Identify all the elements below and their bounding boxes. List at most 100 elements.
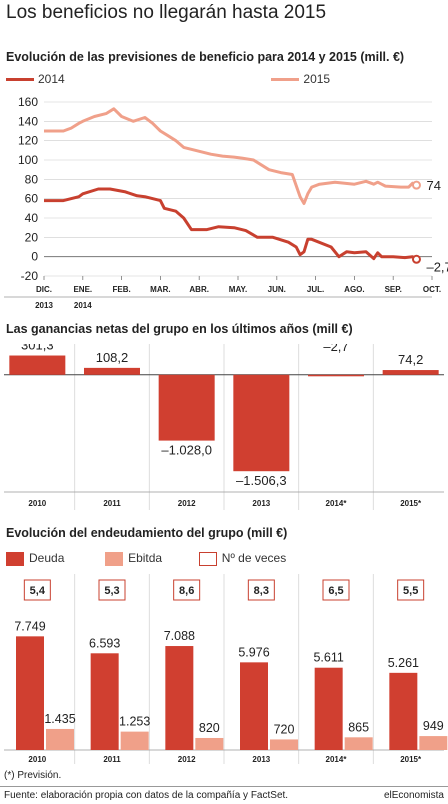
- series-end-label: 74: [426, 178, 440, 193]
- x-tick-label: DIC.: [36, 285, 52, 294]
- ratio-label: 5,3: [104, 585, 119, 597]
- ebitda-bar: [46, 728, 74, 750]
- ratio-label: 8,3: [254, 585, 269, 597]
- x-year-label: 2013: [35, 301, 53, 310]
- net-income-value-label: 301,3: [21, 344, 54, 353]
- deuda-value-label: 5.976: [238, 645, 269, 659]
- ebitda-value-label: 865: [348, 720, 369, 734]
- legend-2014-label: 2014: [38, 72, 65, 86]
- net-income-bar: [84, 367, 140, 375]
- ratio-label: 5,4: [30, 585, 46, 597]
- x-tick-label: SEP.: [385, 285, 402, 294]
- x-tick-label: 2012: [178, 499, 196, 508]
- x-tick-label: AGO.: [344, 285, 364, 294]
- series-end-marker: [411, 254, 421, 264]
- net-income-value-label: –2,7: [323, 344, 348, 354]
- ratio-label: 8,6: [179, 585, 194, 597]
- x-tick-label: FEB.: [112, 285, 130, 294]
- legend-2015-swatch: [271, 78, 300, 82]
- y-tick-label: 0: [31, 250, 38, 264]
- deuda-value-label: 6.593: [89, 636, 120, 650]
- x-year-label: 2014: [74, 301, 92, 310]
- footnote: (*) Previsión.: [4, 770, 62, 781]
- ebitda-value-label: 1.253: [119, 715, 150, 729]
- ratio-box: [322, 579, 350, 601]
- deuda-bar: [90, 653, 119, 750]
- y-tick-label: 160: [18, 95, 38, 109]
- ratio-box: [98, 579, 126, 601]
- series-line-2014: [44, 187, 418, 261]
- net-income-bar-chart: 301,3 2010 108,2 2011 –1.028,0 2012 –1.506,3 20…: [4, 344, 444, 510]
- legend-nveces-label: Nº de veces: [221, 551, 287, 565]
- ebitda-bar: [344, 737, 373, 750]
- x-tick-label: 2015*: [400, 499, 422, 508]
- x-tick-label: OCT.: [423, 285, 441, 294]
- deuda-value-label: 5.611: [313, 651, 343, 665]
- x-tick-label: JUN.: [268, 285, 286, 294]
- y-tick-label: 40: [25, 211, 39, 225]
- ebitda-value-label: 820: [199, 721, 220, 735]
- chart3-title: Evolución del endeudamiento del grupo (m…: [6, 526, 288, 540]
- legend-ebitda-swatch: [105, 551, 124, 566]
- x-tick-label: 2015*: [400, 755, 422, 764]
- series-line-2015: [44, 107, 418, 205]
- x-tick-label: 2011: [103, 755, 121, 764]
- x-tick-label: 2013: [252, 499, 270, 508]
- series-end-label: –2,7: [426, 259, 448, 274]
- x-tick-label: ENE.: [73, 285, 92, 294]
- ratio-label: 6,5: [328, 585, 343, 597]
- ebitda-bar: [120, 731, 149, 750]
- x-tick-label: ABR.: [189, 285, 209, 294]
- x-tick-label: MAR.: [150, 285, 170, 294]
- ratio-box: [173, 579, 201, 601]
- deuda-value-label: 5.261: [388, 656, 419, 670]
- net-income-value-label: –1.028,0: [161, 443, 212, 458]
- deuda-bar: [16, 636, 44, 750]
- x-tick-label: 2012: [178, 755, 196, 764]
- ebitda-value-label: 720: [274, 722, 295, 736]
- net-income-bar: [233, 374, 290, 472]
- x-tick-label: 2014*: [326, 499, 348, 508]
- debt-bar-chart: 5,4 7.749 1.435 2010 5,3 6.593 1.253 2011 8,6 7.0…: [4, 574, 448, 764]
- line-chart: 160 140 120 100 80 60 40 20 0 -20 DIC. ENE. FEB. MAR.…: [4, 95, 448, 310]
- deuda-bar: [389, 672, 418, 750]
- legend-deuda-label: Deuda: [29, 551, 65, 565]
- chart1-title: Evolución de las previsiones de benefici…: [6, 50, 405, 64]
- deuda-value-label: 7.749: [14, 619, 45, 633]
- legend-2015-label: 2015: [303, 72, 331, 86]
- legend-ebitda-label: Ebitda: [128, 551, 163, 565]
- ebitda-value-label: 1.435: [44, 712, 75, 726]
- ratio-box: [247, 579, 275, 601]
- chart1-legend: 2014 2015: [6, 72, 330, 86]
- net-income-bar: [382, 370, 439, 375]
- ratio-box: [23, 579, 51, 601]
- x-tick-label: 2014*: [326, 755, 348, 764]
- x-tick-label: MAY.: [229, 285, 247, 294]
- x-tick-label: 2011: [103, 499, 121, 508]
- legend-deuda-swatch: [6, 551, 24, 566]
- x-tick-label: 2010: [28, 499, 46, 508]
- ebitda-bar: [419, 736, 448, 750]
- chart3-legend: Deuda Ebitda Nº de veces: [6, 551, 286, 566]
- ratio-label: 5,5: [403, 585, 418, 597]
- deuda-bar: [165, 646, 194, 750]
- ratio-box: [397, 579, 425, 601]
- deuda-bar: [314, 667, 343, 750]
- deuda-value-label: 7.088: [164, 629, 195, 643]
- y-tick-label: 100: [18, 153, 38, 167]
- net-income-bar: [158, 374, 215, 441]
- ebitda-bar: [270, 739, 298, 750]
- y-tick-label: -20: [21, 269, 39, 283]
- y-tick-label: 20: [25, 230, 39, 244]
- legend-nveces-swatch: [198, 551, 217, 566]
- y-tick-label: 80: [25, 172, 39, 186]
- chart2-title: Las ganancias netas del grupo en los últ…: [6, 322, 353, 336]
- page-title: Los beneficios no llegarán hasta 2015: [6, 2, 327, 23]
- y-tick-label: 60: [25, 192, 39, 206]
- x-tick-label: 2013: [252, 755, 270, 764]
- x-tick-label: 2010: [28, 755, 46, 764]
- series-end-marker: [411, 180, 421, 190]
- net-income-value-label: –1.506,3: [236, 473, 287, 488]
- net-income-bar: [308, 374, 364, 377]
- net-income-value-label: 74,2: [398, 352, 423, 367]
